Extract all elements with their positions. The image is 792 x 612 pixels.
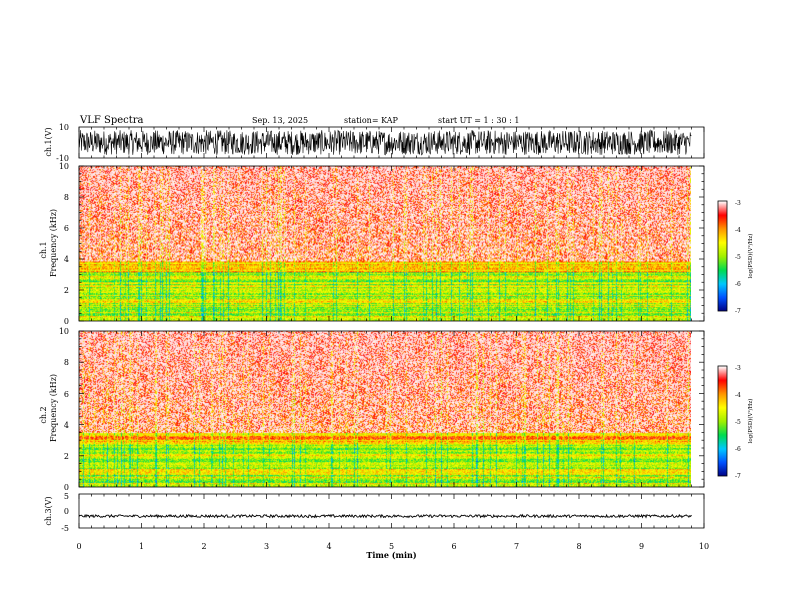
ch1-colorbar-tick--3: -3 (735, 200, 741, 207)
ch1-freq-tick-2: 2 (64, 286, 69, 295)
ch1-colorbar-tick--7: -7 (735, 308, 741, 315)
ch3-waveform-panel: 5 0 -5 ch.3(V) (44, 492, 705, 533)
ch2-freq-tick-2: 2 (64, 452, 69, 461)
date-label: Sep. 13, 2025 (252, 116, 308, 125)
x-tick-label-10: 10 (699, 542, 709, 551)
ch1-ylabel-frequency: Frequency (kHz) (49, 209, 58, 277)
ch1-spectrogram-panel: 0 2 4 6 8 10 ch.1 Frequency (kHz) -3 -4 … (39, 162, 754, 326)
ch1-colorbar-tick--4: -4 (735, 227, 741, 234)
ch1-ylabel-channel: ch.1 (39, 241, 48, 258)
x-axis: 0 1 2 3 4 5 6 7 8 9 10 Time (min) (76, 542, 709, 560)
ch2-spectrogram-image (79, 331, 691, 487)
ch3-ylabel: ch.3(V) (44, 496, 53, 525)
ch2-colorbar-frame (717, 365, 728, 477)
x-tick-label-4: 4 (326, 542, 331, 551)
x-tick-label-3: 3 (264, 542, 269, 551)
x-tick-label-8: 8 (576, 542, 581, 551)
ch1-freq-tick-0: 0 (64, 317, 69, 326)
ch3-ytick-zero: 0 (64, 507, 69, 516)
x-tick-label-2: 2 (201, 542, 206, 551)
ch3-ytick-bottom: -5 (61, 524, 69, 533)
x-tick-label-7: 7 (514, 542, 519, 551)
ch1-colorbar-frame (717, 200, 728, 312)
ch2-ylabel-frequency: Frequency (kHz) (49, 374, 58, 442)
chart-title: VLF Spectra (79, 115, 144, 126)
x-tick-label-9: 9 (639, 542, 644, 551)
ch1-ytick-bottom: -10 (56, 154, 69, 163)
ch2-colorbar-label: log(PSD)(V²/Hz) (747, 399, 754, 444)
ch1-freq-tick-8: 8 (64, 193, 69, 202)
ch1-colorbar-tick--5: -5 (735, 254, 741, 261)
ch2-freq-tick-10: 10 (59, 327, 69, 336)
x-tick-label-0: 0 (76, 542, 81, 551)
ch1-freq-tick-4: 4 (64, 255, 69, 264)
ch1-colorbar-label: log(PSD)(V²/Hz) (747, 234, 754, 279)
ch2-colorbar-tick--3: -3 (735, 365, 741, 372)
ch3-waveform-trace (78, 513, 692, 519)
ch2-colorbar-tick--5: -5 (735, 419, 741, 426)
ch2-spectrogram-panel: 0 2 4 6 8 10 ch.2 Frequency (kHz) -3 -4 … (39, 327, 754, 492)
start-time-label: start UT = 1 : 30 : 1 (438, 116, 519, 125)
ch2-freq-tick-6: 6 (64, 390, 69, 399)
axis-ticks (78, 127, 705, 528)
ch3-ytick-top: 5 (64, 492, 69, 501)
ch2-colorbar-tick--7: -7 (735, 473, 741, 480)
ch2-colorbar-tick--6: -6 (735, 446, 741, 453)
ch2-freq-tick-4: 4 (64, 421, 69, 430)
station-label: station= KAP (344, 116, 399, 125)
ch1-waveform-trace (78, 129, 692, 156)
ch3-waveform-frame (78, 493, 705, 529)
ch1-colorbar-tick--6: -6 (735, 281, 741, 288)
x-axis-label: Time (min) (366, 550, 416, 560)
ch2-ylabel-channel: ch.2 (39, 406, 48, 423)
ch1-ytick-top: 10 (59, 123, 69, 132)
x-tick-label-5: 5 (389, 542, 394, 551)
ch2-freq-tick-0: 0 (64, 483, 69, 492)
ch1-waveform-panel: 10 -10 ch.1(V) (44, 123, 705, 163)
ch1-freq-tick-6: 6 (64, 224, 69, 233)
ch1-freq-tick-10: 10 (59, 162, 69, 171)
x-tick-label-6: 6 (451, 542, 456, 551)
ch2-freq-tick-8: 8 (64, 358, 69, 367)
ch1-spectrogram-image (79, 166, 691, 321)
ch2-colorbar-tick--4: -4 (735, 392, 741, 399)
ch1-ylabel: ch.1(V) (44, 127, 53, 156)
x-tick-label-1: 1 (139, 542, 144, 551)
cb1fill-gradient (718, 201, 727, 311)
cb2fill-gradient (718, 366, 727, 476)
